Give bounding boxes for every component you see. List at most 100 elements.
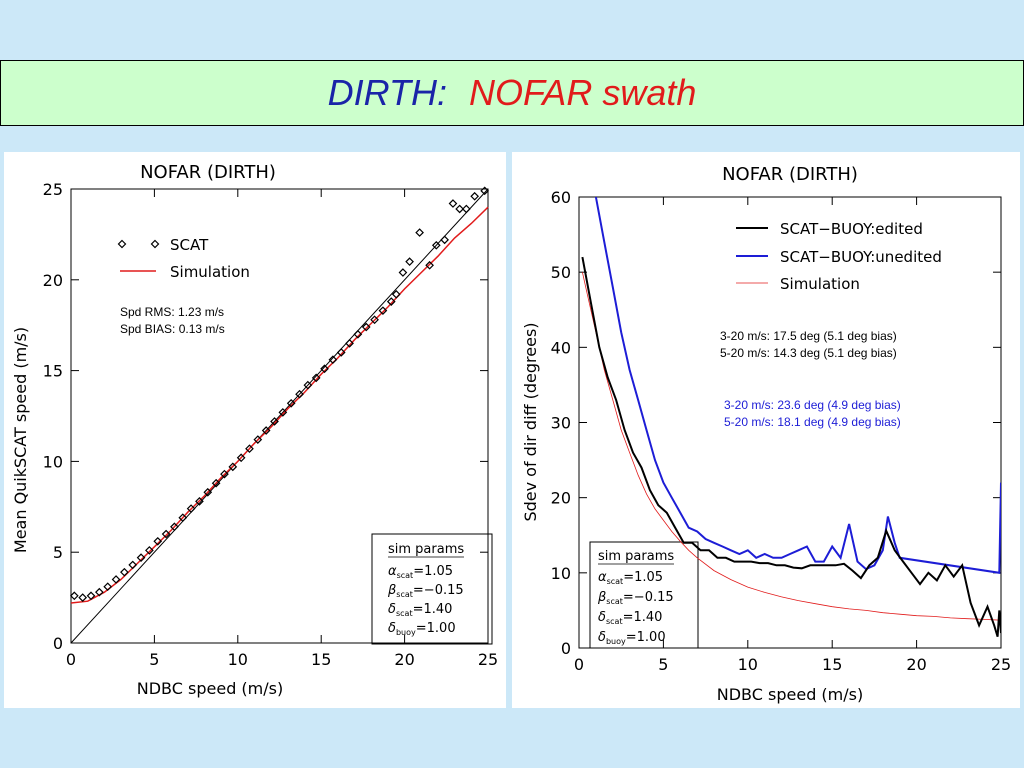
param-row: δbuoy=1.00 bbox=[388, 621, 456, 637]
scat-point bbox=[211, 478, 221, 488]
param-row: δbuoy=1.00 bbox=[598, 630, 666, 646]
y-tick-label: 20 bbox=[551, 489, 571, 508]
rms-annotation: Spd RMS: 1.23 m/s bbox=[120, 305, 224, 319]
scat-point bbox=[69, 591, 79, 601]
param-row: δscat=1.40 bbox=[388, 602, 452, 618]
y-tick-label: 5 bbox=[53, 543, 63, 562]
y-axis-label: Mean QuikSCAT speed (m/s) bbox=[11, 327, 30, 553]
scat-point bbox=[303, 380, 313, 390]
y-tick-label: 40 bbox=[551, 338, 571, 357]
edited-line bbox=[581, 256, 1001, 637]
scat-point bbox=[311, 373, 321, 383]
chart-title: NOFAR (DIRTH) bbox=[140, 162, 276, 183]
scatter-chart-panel: NOFAR (DIRTH) NDBC speed (m/s) Mean Quik… bbox=[4, 152, 506, 708]
reference-line bbox=[70, 188, 489, 644]
scat-point bbox=[195, 497, 204, 506]
x-axis-label: NDBC speed (m/s) bbox=[137, 679, 283, 698]
legend-label-unedited: SCAT−BUOY:unedited bbox=[780, 248, 942, 266]
x-tick-label: 15 bbox=[822, 655, 842, 674]
scat-point bbox=[253, 435, 263, 444]
scat-point bbox=[128, 560, 138, 570]
scat-point bbox=[111, 575, 121, 584]
scat-point bbox=[425, 260, 434, 270]
plot-frame bbox=[70, 188, 489, 644]
scat-point bbox=[361, 322, 371, 332]
scat-point bbox=[161, 529, 171, 539]
legend-label-simulation: Simulation bbox=[170, 263, 250, 281]
scat-point bbox=[295, 389, 304, 399]
scat-point bbox=[236, 453, 246, 463]
page-title: DIRTH: NOFAR swath bbox=[0, 60, 1024, 126]
x-tick-label: 0 bbox=[574, 655, 584, 674]
params-box bbox=[589, 541, 699, 649]
scat-point bbox=[78, 593, 88, 602]
scat-point bbox=[278, 408, 288, 417]
x-tick-label: 20 bbox=[394, 650, 414, 669]
scat-point bbox=[415, 228, 424, 237]
scat-point bbox=[220, 469, 229, 479]
x-tick-label: 5 bbox=[149, 650, 159, 669]
scat-point bbox=[448, 199, 458, 208]
scat-point bbox=[336, 348, 346, 357]
direction-chart-panel: NOFAR (DIRTH) NDBC speed (m/s) Sdev of d… bbox=[512, 152, 1020, 708]
x-tick-label: 20 bbox=[906, 655, 926, 674]
param-row: βscat=−0.15 bbox=[387, 583, 464, 599]
simulation-line bbox=[582, 272, 1001, 621]
scat-point bbox=[440, 235, 449, 245]
scat-point bbox=[86, 591, 96, 601]
scat-point bbox=[228, 462, 238, 472]
x-tick-label: 15 bbox=[311, 650, 331, 669]
x-tick-label: 0 bbox=[66, 650, 76, 669]
scat-point bbox=[270, 417, 279, 426]
x-tick-label: 10 bbox=[228, 650, 248, 669]
x-axis-label: NDBC speed (m/s) bbox=[717, 685, 863, 704]
params-title: sim params bbox=[598, 549, 674, 564]
scat-point bbox=[120, 567, 129, 577]
scat-point bbox=[378, 306, 388, 316]
page-title-part2: NOFAR swath bbox=[468, 72, 697, 113]
scat-point bbox=[345, 339, 354, 348]
scat-point bbox=[480, 186, 490, 196]
bias-annotation: Spd BIAS: 0.13 m/s bbox=[120, 322, 225, 336]
scat-point bbox=[145, 546, 154, 555]
scat-point bbox=[153, 536, 163, 546]
y-tick-label: 60 bbox=[551, 188, 571, 207]
page-title-part1: DIRTH: bbox=[327, 72, 447, 113]
scat-point bbox=[286, 398, 296, 408]
param-row: δscat=1.40 bbox=[598, 610, 662, 626]
legend-label-scat: SCAT bbox=[170, 236, 209, 254]
x-tick-label: 5 bbox=[658, 655, 668, 674]
y-tick-label: 0 bbox=[53, 634, 63, 653]
y-tick-label: 50 bbox=[551, 263, 571, 282]
scat-point bbox=[353, 329, 363, 339]
y-tick-label: 25 bbox=[43, 180, 63, 199]
scat-point bbox=[170, 522, 179, 532]
scat-point bbox=[178, 513, 188, 523]
scat-point bbox=[398, 268, 408, 277]
legend-label-simulation: Simulation bbox=[780, 275, 860, 293]
x-tick-label: 25 bbox=[991, 655, 1011, 674]
chart-title: NOFAR (DIRTH) bbox=[722, 164, 858, 185]
scat-point bbox=[245, 444, 254, 454]
params-title: sim params bbox=[388, 542, 464, 557]
scat-point bbox=[391, 289, 401, 299]
scat-point bbox=[328, 355, 338, 365]
scat-point bbox=[186, 504, 196, 513]
legend-marker-scat bbox=[117, 239, 127, 249]
y-tick-label: 0 bbox=[561, 639, 571, 658]
scat-point bbox=[261, 426, 271, 435]
scat-point bbox=[103, 582, 113, 592]
scat-point bbox=[320, 364, 329, 374]
legend-marker-scat bbox=[150, 239, 160, 249]
y-tick-label: 15 bbox=[43, 362, 63, 381]
unedited-stat-5-20: 5-20 m/s: 18.1 deg (4.9 deg bias) bbox=[724, 415, 901, 429]
unedited-stat-3-20: 3-20 m/s: 23.6 deg (4.9 deg bias) bbox=[724, 398, 901, 412]
direction-line-chart: NOFAR (DIRTH) NDBC speed (m/s) Sdev of d… bbox=[521, 164, 1011, 704]
speed-scatter-chart: NOFAR (DIRTH) NDBC speed (m/s) Mean Quik… bbox=[11, 162, 498, 698]
edited-stat-5-20: 5-20 m/s: 14.3 deg (5.1 deg bias) bbox=[720, 346, 897, 360]
edited-stat-3-20: 3-20 m/s: 17.5 deg (5.1 deg bias) bbox=[720, 329, 897, 343]
y-axis-label: Sdev of dir diff (degrees) bbox=[521, 322, 540, 521]
param-row: αscat=1.05 bbox=[598, 570, 663, 586]
scat-point bbox=[95, 587, 104, 597]
y-tick-label: 20 bbox=[43, 271, 63, 290]
